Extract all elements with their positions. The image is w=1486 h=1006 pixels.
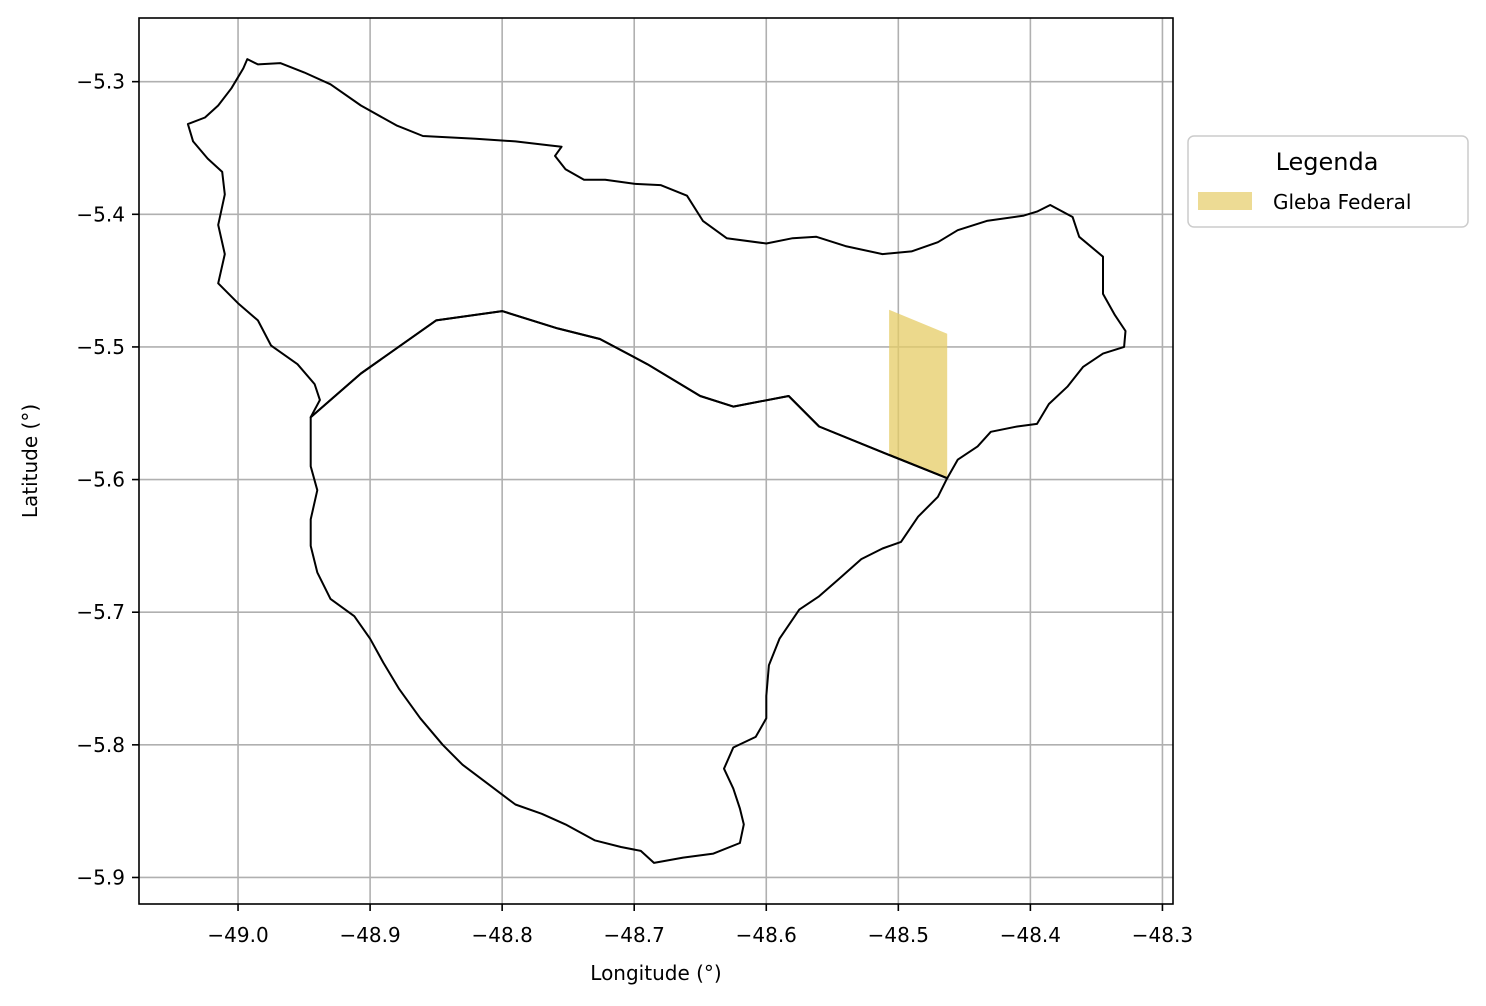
legend-frame — [1187, 135, 1469, 228]
x-tick-label: −48.3 — [1132, 923, 1193, 947]
map-shapes — [186, 58, 1127, 864]
legend-label-gleba-federal: Gleba Federal — [1273, 190, 1411, 214]
y-tick-label: −5.5 — [76, 335, 125, 359]
axes-frame — [138, 17, 1174, 905]
x-tick-label: −48.4 — [1000, 923, 1061, 947]
y-tick-label: −5.3 — [76, 70, 125, 94]
gridlines — [139, 18, 1173, 904]
northern-region-boundary — [186, 58, 1127, 480]
y-tick-label: −5.9 — [76, 865, 125, 889]
y-tick-label: −5.8 — [76, 733, 125, 757]
x-tick-label: −48.6 — [736, 923, 797, 947]
x-tick-label: −48.7 — [604, 923, 665, 947]
y-tick-label: −5.4 — [76, 202, 125, 226]
southern-region-boundary — [309, 310, 949, 864]
legend-title: Legenda — [1276, 148, 1379, 176]
legend-swatch-gleba-federal — [1198, 192, 1252, 210]
x-axis-label: Longitude (°) — [590, 961, 721, 985]
axis-ticks: −49.0 −48.9 −48.8 −48.7 −48.6 −48.5 −48.4 −48.3… — [76, 70, 1193, 947]
y-tick-label: −5.7 — [76, 600, 125, 624]
x-tick-label: −48.9 — [339, 923, 400, 947]
x-tick-label: −48.8 — [472, 923, 533, 947]
y-axis-label: Latitude (°) — [18, 404, 42, 518]
legend: Legenda Gleba Federal — [1187, 135, 1469, 228]
y-tick-label: −5.6 — [76, 468, 125, 492]
x-tick-label: −48.5 — [868, 923, 929, 947]
x-tick-label: −49.0 — [207, 923, 268, 947]
gleba-federal-area — [889, 309, 948, 479]
